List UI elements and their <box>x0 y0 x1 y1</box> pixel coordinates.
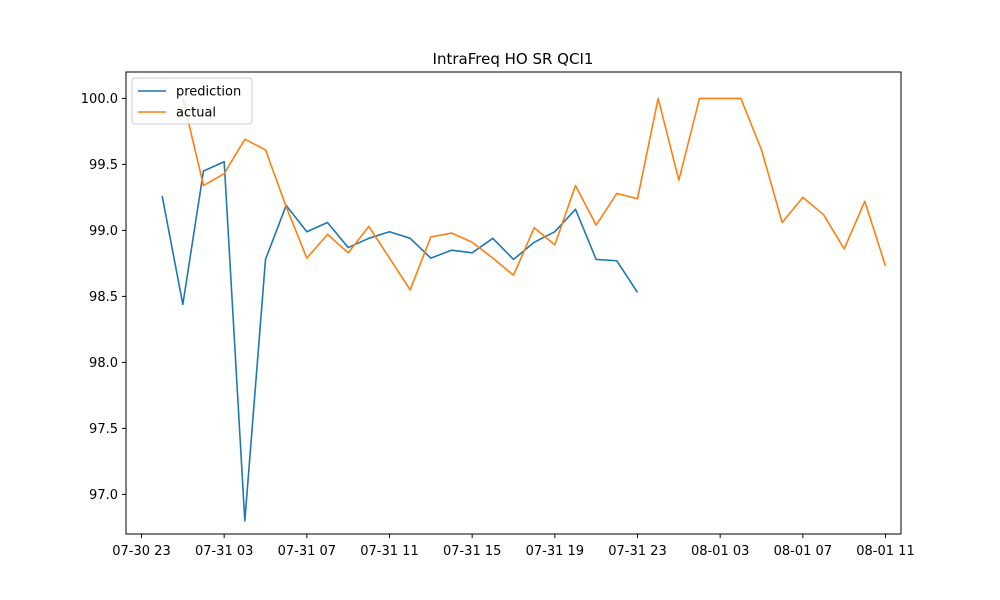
x-tick-label: 08-01 11 <box>856 544 914 559</box>
series-line-actual <box>182 97 887 291</box>
legend-label-actual: actual <box>176 106 216 121</box>
x-tick-label: 07-30 23 <box>112 544 170 559</box>
legend-label-prediction: prediction <box>176 85 241 100</box>
y-tick-label: 97.0 <box>89 488 118 503</box>
x-tick-label: 07-31 11 <box>360 544 418 559</box>
x-tick-label: 07-31 19 <box>526 544 584 559</box>
legend: prediction actual <box>131 77 253 125</box>
x-tick-label: 07-31 23 <box>608 544 666 559</box>
x-tick-label: 08-01 07 <box>774 544 832 559</box>
y-tick-label: 98.0 <box>89 356 118 371</box>
y-tick-label: 98.5 <box>89 290 118 305</box>
y-tick-label: 100.0 <box>81 92 118 107</box>
y-tick-label: 99.5 <box>89 158 118 173</box>
axes: 97.0 97.5 98.0 98.5 99.0 99.5 100.0 07-30 23 07-… <box>81 71 915 559</box>
plot-frame <box>125 71 902 535</box>
y-tick-label: 99.0 <box>89 224 118 239</box>
chart-title: IntraFreq HO SR QCI1 <box>433 50 594 68</box>
y-tick-label: 97.5 <box>89 422 118 437</box>
x-tick-label: 07-31 03 <box>195 544 253 559</box>
x-tick-label: 07-31 07 <box>278 544 336 559</box>
plot-area <box>161 97 887 522</box>
x-tick-label: 08-01 03 <box>691 544 749 559</box>
x-tick-label: 07-31 15 <box>443 544 501 559</box>
series-line-prediction <box>161 160 639 522</box>
